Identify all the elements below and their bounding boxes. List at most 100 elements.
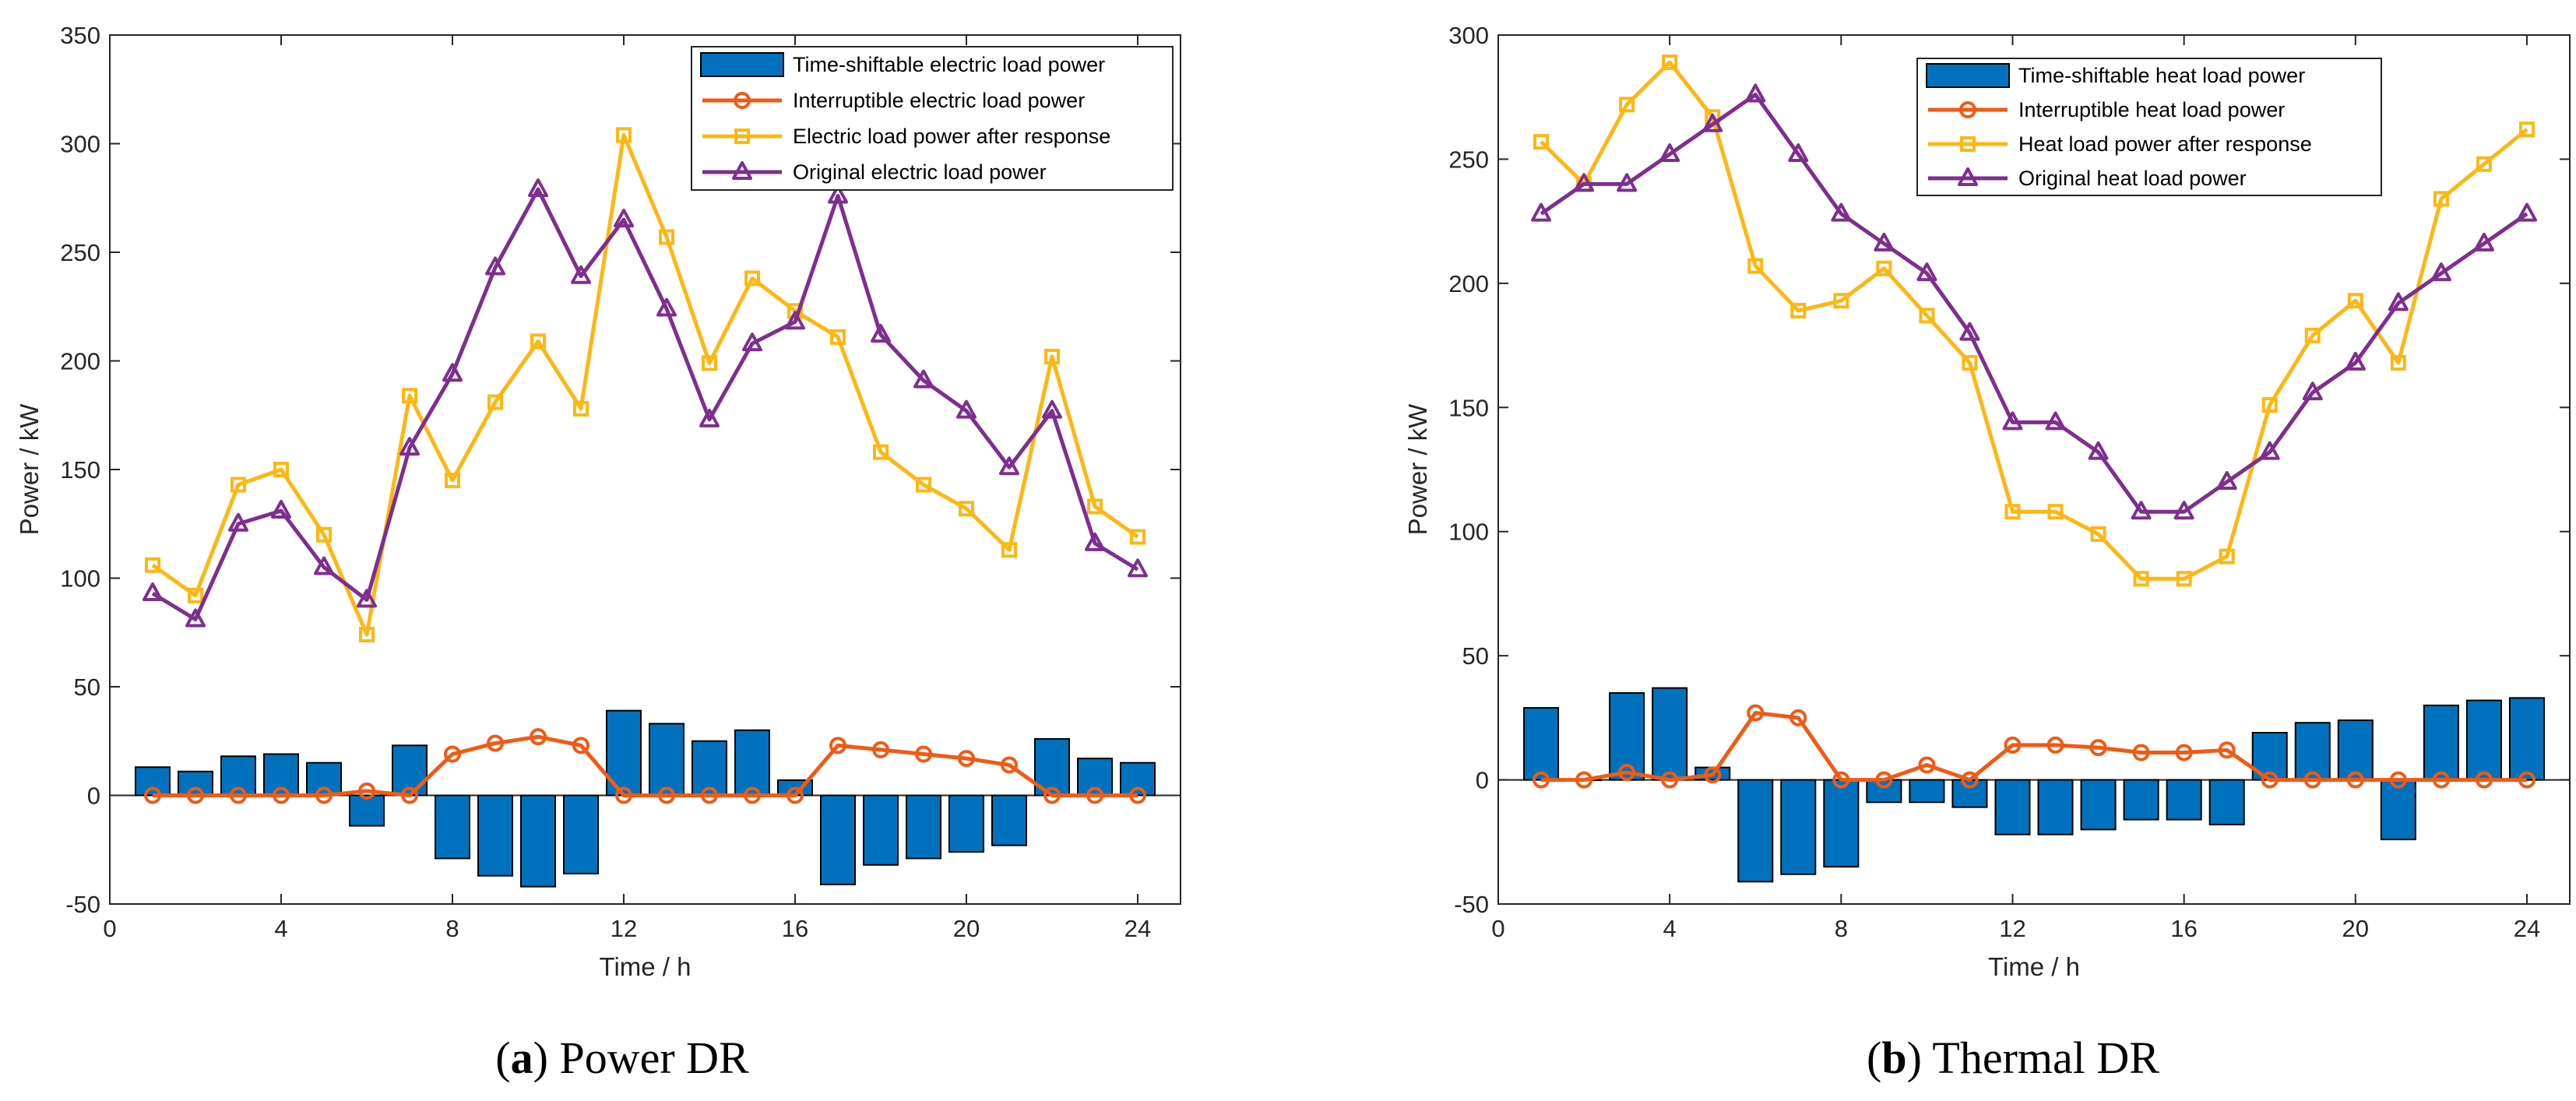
point-interruptible <box>658 786 675 804</box>
x-tick-label: 20 <box>2342 915 2369 942</box>
bar <box>1951 779 1988 808</box>
point-after-response <box>2004 504 2021 520</box>
bar <box>649 723 684 797</box>
point-after-response <box>231 477 246 493</box>
point-interruptible <box>230 786 247 804</box>
point-original <box>699 408 720 427</box>
y-tick-label: 150 <box>1448 394 1489 421</box>
legend-marker-interruptible <box>1959 101 1976 118</box>
bar <box>2337 719 2374 781</box>
x-tick-label: 0 <box>1491 915 1504 942</box>
point-interruptible <box>1618 764 1636 782</box>
y-axis-label: Power / kW <box>1403 403 1432 536</box>
point-interruptible <box>572 737 589 755</box>
y-tick-label: 100 <box>60 565 100 593</box>
point-after-response <box>1833 293 1849 309</box>
x-tick-label: 8 <box>1835 915 1848 942</box>
point-interruptible <box>1875 771 1893 789</box>
y-tick-label: 150 <box>60 456 100 484</box>
bar <box>1823 779 1860 868</box>
point-interruptible <box>829 737 846 755</box>
y-tick-label: -50 <box>1454 891 1489 918</box>
x-tick-label: 8 <box>445 915 459 942</box>
point-after-response <box>2476 156 2492 172</box>
y-tick-label: 0 <box>1476 767 1489 794</box>
legend: Time-shiftable electric load power Inter… <box>691 46 1174 191</box>
bar <box>734 729 770 797</box>
bar <box>1780 779 1817 875</box>
point-original <box>871 324 891 343</box>
point-original <box>2045 411 2066 431</box>
point-interruptible <box>1918 756 1936 774</box>
y-tick-label: 300 <box>60 131 100 158</box>
point-interruptible <box>444 745 461 763</box>
point-original <box>271 500 291 519</box>
legend-label-after-response: Heat load power after response <box>2018 132 2312 156</box>
point-original <box>956 399 977 419</box>
bar <box>2166 779 2202 821</box>
point-original <box>1042 399 1062 419</box>
y-axis-label: Power / kW <box>15 403 44 536</box>
bar <box>2380 779 2416 841</box>
point-original <box>1916 262 1937 282</box>
series-line-after-response <box>1540 60 2528 581</box>
x-tick-label: 12 <box>1999 915 2025 942</box>
point-original <box>442 363 463 382</box>
x-tick-label: 4 <box>1663 915 1677 942</box>
point-original <box>228 512 248 532</box>
bar <box>1523 707 1560 781</box>
bar <box>1652 687 1688 781</box>
bar <box>991 794 1027 846</box>
point-interruptible <box>958 750 975 768</box>
point-after-response <box>959 501 974 517</box>
point-original <box>2473 232 2494 252</box>
point-interruptible <box>872 740 889 758</box>
point-after-response <box>744 270 760 287</box>
point-after-response <box>2219 548 2235 565</box>
point-original <box>2345 351 2366 371</box>
bar <box>1909 779 1945 804</box>
y-tick-label: 0 <box>87 783 100 810</box>
point-original <box>357 589 377 608</box>
bar <box>1994 779 2031 835</box>
point-interruptible <box>1086 786 1103 804</box>
point-after-response <box>1876 260 1892 276</box>
legend-label-after-response: Electric load power after response <box>793 125 1110 148</box>
point-interruptible <box>615 786 632 804</box>
point-interruptible <box>2475 771 2493 789</box>
legend-label-original: Original heat load power <box>2018 167 2247 190</box>
point-original <box>1659 143 1680 163</box>
x-axis-label: Time / h <box>1988 952 2080 981</box>
point-interruptible <box>2089 739 2107 757</box>
point-after-response <box>1087 498 1103 515</box>
point-after-response <box>1747 258 1764 274</box>
x-tick-label: 0 <box>103 915 116 942</box>
bar <box>2123 779 2159 821</box>
point-after-response <box>2261 397 2278 413</box>
x-axis-label: Time / h <box>600 952 692 981</box>
caption: (b) Thermal DR <box>1867 1032 2159 1083</box>
x-tick-label: 20 <box>953 915 980 942</box>
point-original <box>785 311 805 330</box>
point-original <box>1128 558 1148 578</box>
point-original <box>1574 173 1595 192</box>
point-after-response <box>1001 542 1017 558</box>
point-after-response <box>2347 293 2363 309</box>
x-tick-label: 16 <box>782 915 808 942</box>
point-after-response <box>830 329 846 345</box>
y-tick-label: 300 <box>1448 22 1489 49</box>
bar <box>435 794 470 860</box>
point-after-response <box>702 355 717 371</box>
y-tick-label: -50 <box>65 891 100 918</box>
point-original <box>1788 143 1809 163</box>
point-after-response <box>2047 504 2064 520</box>
point-interruptible <box>487 734 504 752</box>
point-interruptible <box>915 745 932 763</box>
point-original <box>1531 202 1552 222</box>
bar <box>477 794 513 877</box>
bar <box>2294 722 2331 781</box>
point-original <box>1959 322 1980 341</box>
point-original <box>2259 441 2280 460</box>
point-interruptible <box>2518 771 2536 789</box>
point-original <box>2430 262 2451 282</box>
